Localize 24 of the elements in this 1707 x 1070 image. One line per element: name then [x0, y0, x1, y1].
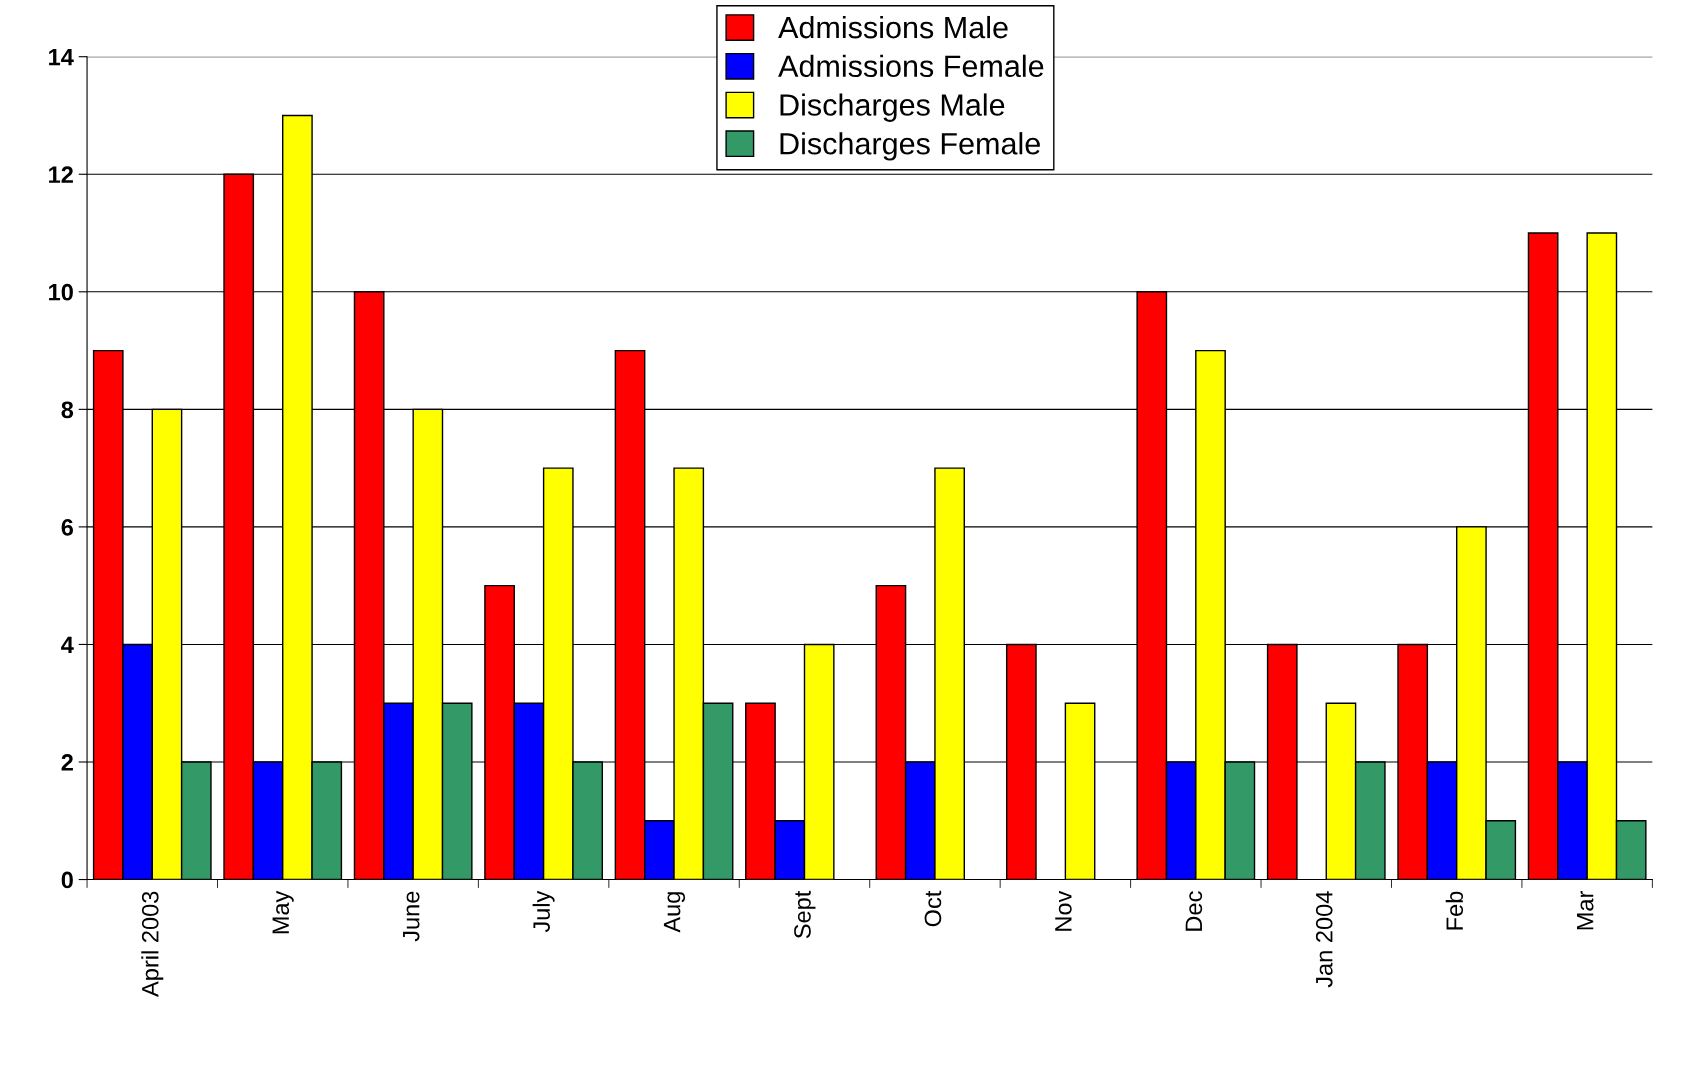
x-tick-label: Aug [663, 892, 686, 933]
legend-label: Discharges Male [780, 93, 1005, 122]
x-tick-label: Nov [1055, 890, 1072, 931]
x-tick-label: Mar [1577, 891, 1594, 930]
y-tick-label: 8 [61, 401, 74, 419]
y-tick-label: 14 [49, 49, 74, 66]
y-tick-label: 10 [49, 283, 73, 301]
y-tick-label: 2 [61, 754, 73, 771]
x-tick-label: Oct [924, 890, 942, 927]
x-tick-label: Sept [794, 890, 816, 939]
x-tick-label: April 2003 [141, 891, 164, 997]
y-tick-label: 6 [61, 518, 74, 536]
legend-label: Admissions Female [778, 54, 1044, 78]
y-tick-label: 0 [61, 871, 73, 889]
x-tick-label: Feb [1445, 891, 1464, 930]
x-tick-label: May [272, 890, 294, 934]
x-tick-label: Jan 2004 [1315, 891, 1333, 988]
x-tick-label: July [532, 890, 555, 933]
legend-label: Admissions Male [778, 15, 1008, 39]
y-tick-label: 4 [61, 636, 74, 653]
y-tick-label: 12 [49, 166, 73, 183]
x-tick-label: June [403, 891, 420, 942]
x-tick-label: Dec [1185, 891, 1203, 931]
legend-label: Discharges Female [780, 132, 1040, 161]
